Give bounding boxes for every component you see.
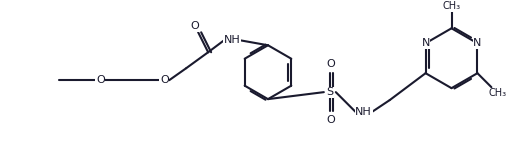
Text: N: N <box>421 38 430 48</box>
Text: O: O <box>327 59 335 69</box>
Text: CH₃: CH₃ <box>442 1 461 11</box>
Text: NH: NH <box>356 107 372 117</box>
Text: N: N <box>473 38 482 48</box>
Text: NH: NH <box>224 35 240 45</box>
Text: S: S <box>326 87 333 97</box>
Text: O: O <box>160 75 169 85</box>
Text: CH₃: CH₃ <box>488 88 507 98</box>
Text: O: O <box>191 21 199 31</box>
Text: O: O <box>96 75 105 85</box>
Text: O: O <box>327 115 335 125</box>
